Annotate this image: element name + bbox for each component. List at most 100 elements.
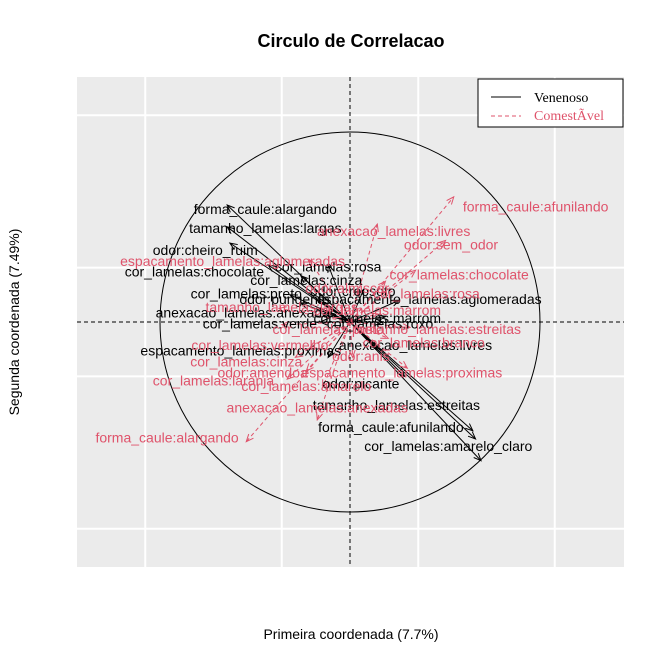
chart-title: Circulo de Correlacao: [257, 31, 444, 51]
arrow-s0-4: [327, 264, 351, 323]
arrow-s1-0: [349, 196, 455, 323]
arrow-s1-9: [349, 321, 411, 328]
arrow-s0-11: [322, 313, 351, 323]
point-label-32: cor_lamelas:vermelho: [191, 337, 328, 353]
legend-box: [477, 78, 624, 128]
arrow-s0-13-head: [375, 318, 385, 326]
arrow-s0-7-head: [288, 294, 298, 302]
point-label-0: forma_caule:alargando: [194, 201, 337, 217]
arrow-s1-11-head: [380, 332, 390, 339]
arrow-s1-13: [349, 321, 354, 358]
arrow-s1-19-head: [316, 411, 323, 422]
arrow-s1-16-head: [399, 360, 409, 370]
point-label-34: cor_lamelas:cinza: [190, 354, 302, 370]
arrow-s1-7-head: [277, 306, 287, 314]
point-label-24: cor_lamelas:chocolate: [390, 266, 530, 282]
point-label-19: cor_lamelas:amarelo_claro: [364, 438, 532, 454]
arrow-s0-17: [349, 321, 474, 432]
arrow-s0-6-head: [357, 288, 365, 298]
point-label-40: forma_caule:alargando: [95, 430, 238, 446]
point-label-33: odor:anis: [332, 348, 390, 364]
arrow-s1-8-head: [369, 312, 379, 320]
arrow-s0-10-head: [377, 314, 387, 322]
arrow-s0-18: [349, 321, 476, 440]
point-label-30: cor_lamelas:preto: [273, 321, 384, 337]
y-axis-label: Segunda coordenada (7.49%): [6, 229, 22, 416]
point-label-3: cor_lamelas:chocolate: [125, 264, 265, 280]
arrow-s1-17: [286, 321, 351, 380]
point-label-29: tamanho_lamelas:estreitas: [354, 321, 521, 337]
arrow-s1-10-head: [280, 320, 290, 329]
arrow-s1-13-head: [348, 349, 356, 359]
point-label-2: odor:cheiro_ruim: [153, 242, 258, 258]
arrow-s0-12-head: [318, 318, 328, 326]
arrow-s1-9-head: [402, 323, 412, 331]
point-label-1: tamanho_lamelas:largas: [189, 220, 342, 236]
point-label-35: odor:amendoa: [217, 364, 308, 380]
arrow-s0-18-head: [467, 431, 477, 440]
arrow-s0-19: [349, 321, 482, 462]
arrow-s0-9-head: [391, 299, 401, 307]
point-label-18: forma_caule:afunilando: [318, 419, 464, 435]
arrow-s0-2: [229, 242, 351, 323]
arrow-s0-10: [349, 316, 386, 323]
x-axis-label: Primeira coordenada (7.7%): [263, 626, 438, 642]
point-label-15: espacamento_lamelas:proximas: [140, 343, 341, 359]
legend: Venenoso ComestÃ­vel: [477, 78, 624, 128]
arrow-s0-6: [349, 289, 365, 323]
arrow-s0-7: [289, 294, 351, 323]
point-label-39: anexacao_lamelas:anexadas: [227, 400, 408, 416]
arrow-s1-0-head: [446, 195, 455, 205]
point-label-28: cor_lamelas:marrom: [314, 302, 442, 318]
point-label-4: cor_lamelas:rosa: [275, 258, 382, 274]
point-label-12: cor_lamelas:verde: [203, 315, 318, 331]
arrow-s0-19-head: [473, 453, 482, 462]
arrow-s1-18: [322, 321, 351, 388]
arrow-s1-12-head: [307, 342, 318, 350]
arrow-s1-5-head: [378, 280, 387, 289]
arrow-s0-3-head: [267, 264, 277, 272]
arrow-s1-14-head: [294, 350, 304, 359]
arrow-s0-15-head: [327, 349, 335, 359]
point-label-20: forma_caule:afunilando: [463, 198, 609, 214]
arrow-s1-3-head: [308, 258, 316, 268]
legend-label-comestivel: ComestÃ­vel: [534, 108, 604, 124]
point-label-37: cor_lamelas:laranja: [153, 373, 275, 389]
arrow-s1-14: [295, 321, 351, 358]
point-label-6: odor:creosoto: [310, 283, 396, 299]
point-label-21: anexacao_lamelas:livres: [317, 223, 470, 239]
point-label-11: anexacao_lamelas:anexadas: [156, 305, 337, 321]
point-label-14: anexacao_lamelas:livres: [339, 337, 492, 353]
legend-label-venenoso: Venenoso: [534, 91, 588, 106]
labels-layer: forma_caule:alargando tamanho_lamelas:lar…: [95, 198, 608, 453]
arrow-s0-2-head: [228, 242, 238, 251]
point-label-31: cor_lamelas:branco: [363, 334, 485, 350]
point-label-16: odor:picante: [322, 375, 399, 391]
point-label-17: tamanho_lamelas:estreitas: [313, 397, 480, 413]
point-label-36: espacamento_lamelas:proximas: [301, 364, 502, 380]
arrow-s0-8: [300, 302, 351, 323]
arrow-s0-15: [327, 321, 351, 358]
point-label-5: cor_lamelas:cinza: [250, 272, 362, 288]
point-label-8: odor:pungente: [239, 291, 330, 307]
point-label-10: cor_lamelas:marrom: [314, 310, 442, 326]
arrow-s1-18-head: [322, 379, 329, 389]
arrow-s0-5: [300, 275, 351, 323]
point-label-9: espacamento_lamelas:aglomeradas: [317, 291, 542, 307]
arrow-s1-19: [316, 321, 351, 421]
arrow-s0-8-head: [299, 302, 309, 309]
point-label-25: cor_lamelas:rosa: [373, 286, 480, 302]
arrow-s1-17-head: [286, 371, 295, 380]
point-label-23: espacamento_lamelas:aglomeradas: [120, 253, 345, 269]
arrow-s1-15-head: [305, 363, 314, 372]
arrow-s1-1-head: [371, 222, 379, 233]
arrow-s1-10: [281, 321, 351, 326]
point-label-7: cor_lamelas:preto: [191, 286, 302, 302]
arrow-s0-0-head: [226, 204, 235, 213]
arrow-s1-4-head: [407, 269, 417, 278]
arrow-s1-6-head: [352, 288, 360, 298]
arrow-s0-17-head: [465, 423, 474, 432]
arrow-s0-3: [267, 264, 351, 323]
arrow-s0-1-head: [226, 226, 236, 235]
